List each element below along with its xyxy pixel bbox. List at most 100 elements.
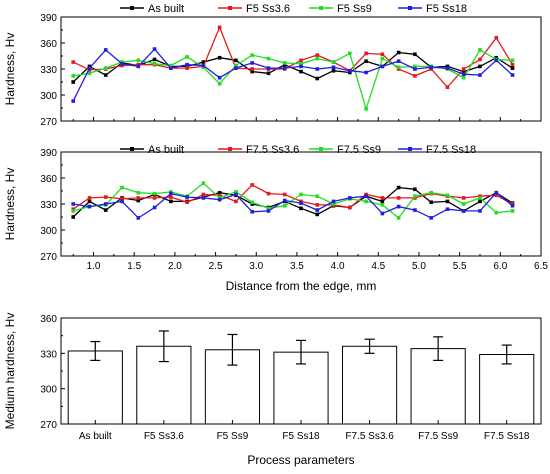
data-point	[315, 208, 320, 212]
data-point	[250, 61, 254, 65]
data-point	[185, 55, 189, 59]
data-point	[71, 99, 76, 103]
data-point	[380, 196, 385, 200]
data-point	[315, 53, 320, 57]
data-point	[413, 67, 417, 71]
data-point	[234, 66, 238, 70]
data-point	[445, 66, 450, 70]
data-point	[315, 203, 320, 207]
data-point	[396, 65, 401, 70]
data-point	[136, 198, 141, 203]
data-point	[217, 190, 222, 195]
data-point	[299, 58, 303, 63]
data-point	[396, 216, 401, 220]
data-point	[250, 183, 254, 187]
data-point	[478, 199, 482, 204]
bar	[341, 345, 398, 425]
data-point	[87, 66, 92, 70]
data-point	[396, 204, 401, 209]
data-point	[266, 209, 271, 213]
data-point	[71, 202, 76, 206]
line-panel-1: 270 300 330 360 390 Hardness, Hv As built F5 Ss…	[3, 3, 542, 128]
data-point	[282, 198, 287, 203]
x-tick-label: 3.0	[249, 261, 263, 272]
data-point	[478, 57, 482, 62]
data-point	[315, 212, 320, 217]
data-point	[380, 199, 385, 204]
y-tick-label: 330	[40, 349, 57, 360]
data-point	[103, 202, 108, 206]
data-point	[494, 58, 499, 63]
data-point	[234, 199, 238, 204]
data-point	[429, 216, 433, 220]
data-point	[169, 195, 173, 199]
data-point	[315, 194, 320, 198]
legend-marker	[408, 147, 412, 151]
data-point	[299, 69, 303, 74]
data-point	[461, 196, 466, 200]
bar	[410, 348, 466, 425]
data-point	[478, 48, 482, 52]
x-tick-label: F5 Ss3.6	[144, 431, 184, 442]
data-point	[103, 73, 108, 77]
bar-panel: 270 300 330 360 As built F5 Ss3.6 F5 Ss9 F5 Ss1…	[3, 313, 542, 467]
y-tick-label: 300	[40, 91, 57, 102]
data-point	[331, 199, 336, 204]
data-point	[380, 211, 385, 216]
data-point	[315, 56, 320, 61]
data-point	[364, 70, 368, 75]
data-point	[331, 202, 336, 206]
y-tick-label: 390	[40, 13, 57, 24]
data-point	[299, 201, 303, 205]
x-tick-label: F7.5 Ss9	[418, 431, 458, 442]
data-point	[429, 200, 433, 205]
data-point	[234, 58, 238, 63]
x-axis-title: Process parameters	[247, 453, 354, 467]
data-point	[282, 203, 287, 208]
x-axis-title: Distance from the edge, mm	[226, 279, 377, 293]
data-point	[396, 59, 401, 63]
data-point	[445, 207, 450, 211]
x-tick-label: 1.5	[127, 261, 141, 272]
x-tick-label: 1.0	[87, 261, 101, 272]
series-line-4	[72, 48, 513, 102]
y-tick-label: 300	[40, 385, 57, 396]
data-point	[185, 200, 189, 205]
data-point	[478, 64, 482, 69]
data-point	[494, 190, 499, 195]
data-point	[103, 66, 108, 70]
data-point	[413, 74, 417, 78]
data-point	[120, 185, 124, 190]
y-tick-label: 270	[40, 117, 57, 128]
data-point	[299, 192, 303, 197]
data-point	[217, 75, 222, 80]
legend-label: F5 Ss3.6	[246, 3, 290, 15]
x-tick-label: F5 Ss9	[217, 431, 249, 442]
data-point	[315, 67, 320, 71]
data-point	[282, 192, 287, 197]
y-axis-title: Hardness, Hv	[3, 33, 17, 106]
data-point	[234, 192, 238, 197]
data-point	[380, 56, 385, 61]
data-point	[103, 208, 108, 212]
data-point	[71, 74, 76, 78]
bar	[67, 350, 123, 425]
data-point	[348, 51, 352, 56]
data-point	[234, 190, 238, 194]
data-point	[136, 64, 141, 69]
legend-label: As built	[148, 144, 184, 156]
data-point	[152, 57, 157, 62]
y-tick-label: 330	[40, 200, 57, 211]
data-point	[494, 36, 499, 40]
data-point	[510, 66, 515, 70]
data-point	[282, 66, 287, 70]
data-point	[266, 191, 271, 196]
data-point	[87, 199, 92, 204]
data-point	[201, 60, 206, 64]
data-point	[217, 55, 222, 60]
legend-marker	[319, 6, 323, 10]
data-point	[380, 203, 385, 207]
data-point	[478, 196, 482, 200]
bar	[479, 354, 535, 425]
